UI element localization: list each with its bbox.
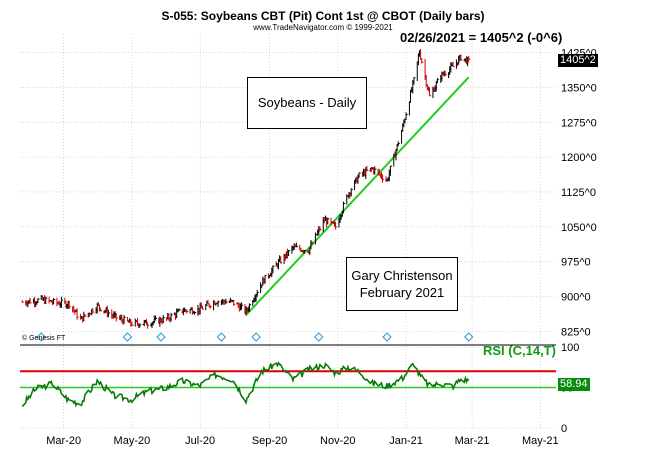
rsi-line (21, 361, 470, 408)
support-trendline (245, 76, 470, 316)
price-tick-label: 1050^0 (561, 222, 597, 234)
annotation-box-soybeans: Soybeans - Daily (247, 77, 367, 129)
rsi-label: RSI (C,14,T) (483, 343, 556, 358)
price-tick-label: 1200^0 (561, 152, 597, 164)
price-tick-label: 1275^0 (561, 117, 597, 129)
author-name: Gary Christenson (351, 268, 453, 283)
time-tick-label: Nov-20 (320, 435, 355, 447)
time-tick-label: May-21 (522, 435, 559, 447)
last-price-tag: 1405^2 (558, 54, 598, 67)
chart-subtitle: www.TradeNavigator.com © 1999-2021 (253, 23, 393, 32)
annotation-box-author: Gary Christenson February 2021 (346, 257, 458, 311)
event-marker (464, 332, 474, 342)
rsi-tick-label: 0 (561, 423, 567, 435)
price-tick-label: 900^0 (561, 292, 591, 304)
event-markers (36, 332, 474, 342)
last-price-info: 02/26/2021 = 1405^2 (-0^6) (400, 30, 563, 45)
time-tick-label: Sep-20 (252, 435, 287, 447)
axis-tick-labels: 825^0 900^0 975^0 1050^0 1125^0 1200^0 1275^0 1… (46, 48, 597, 447)
author-date: February 2021 (359, 285, 445, 300)
annotation-text: Soybeans - Daily (257, 95, 357, 110)
event-marker (36, 332, 46, 342)
time-tick-label: Mar-21 (455, 435, 490, 447)
event-marker (216, 332, 227, 342)
price-tick-label: 975^0 (561, 257, 591, 269)
price-tick-label: 825^0 (561, 326, 591, 338)
time-tick-label: Mar-20 (46, 435, 81, 447)
event-marker (122, 332, 133, 342)
time-tick-label: Jan-21 (389, 435, 423, 447)
rsi-panel (20, 361, 556, 408)
genesis-credit: © Genesis FT (22, 335, 66, 342)
last-rsi-tag: 58.94 (558, 378, 590, 391)
event-marker (382, 332, 392, 342)
trendline (245, 76, 470, 316)
time-tick-label: May-20 (114, 435, 151, 447)
event-marker (251, 332, 261, 342)
time-tick-label: Jul-20 (185, 435, 215, 447)
chart-title: S-055: Soybeans CBT (Pit) Cont 1st @ CBO… (161, 9, 485, 23)
event-marker (156, 332, 166, 342)
event-marker (314, 332, 324, 342)
price-tick-label: 1125^0 (561, 187, 596, 199)
price-tick-label: 1350^0 (561, 82, 597, 94)
rsi-tick-label: 100 (561, 342, 579, 354)
price-bars (21, 48, 471, 329)
